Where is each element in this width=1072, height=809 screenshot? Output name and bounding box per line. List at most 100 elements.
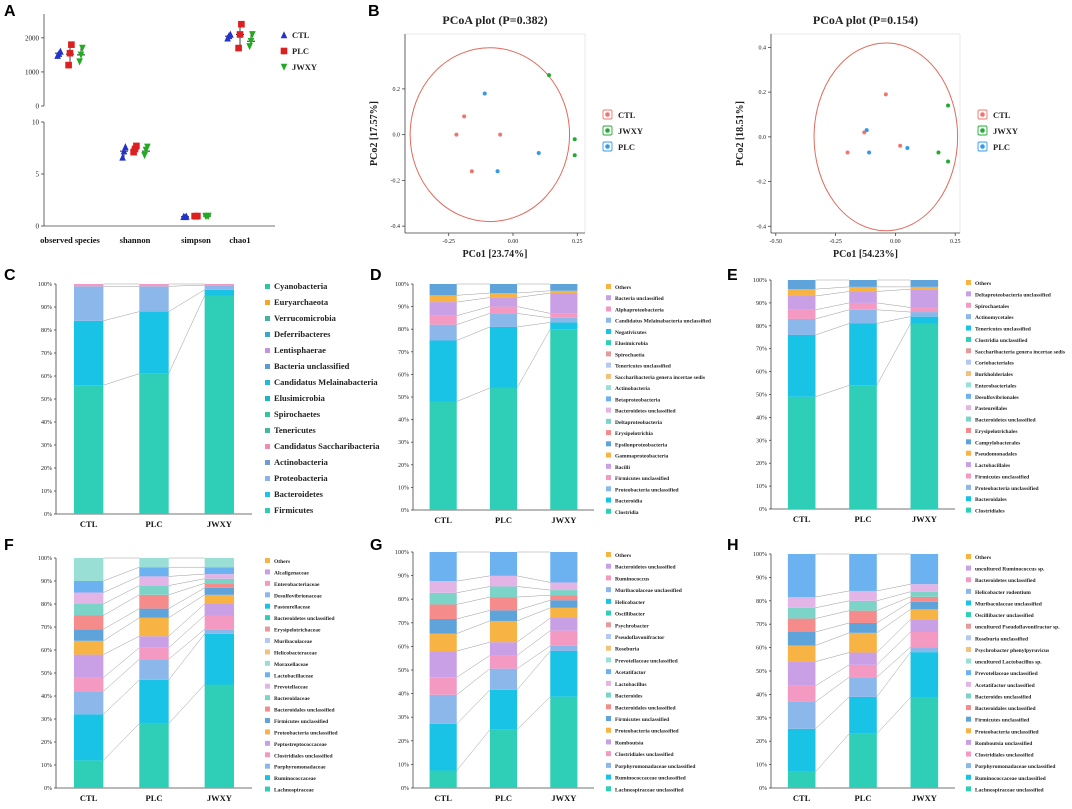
y-tick-label: 80% bbox=[756, 324, 767, 330]
legend-swatch bbox=[265, 603, 270, 609]
legend-label: Alphaproteobacteria bbox=[615, 307, 664, 313]
connector-line bbox=[456, 292, 490, 296]
y-tick-label: 0.4 bbox=[759, 45, 767, 51]
bar-segment bbox=[429, 619, 457, 634]
connector-line bbox=[815, 302, 850, 311]
legend-swatch bbox=[966, 728, 971, 734]
bar-segment bbox=[204, 567, 235, 575]
bar-segment bbox=[429, 295, 457, 303]
legend-swatch bbox=[966, 646, 971, 652]
legend-label: Bacteroidales unclassified bbox=[274, 708, 335, 714]
legend-swatch bbox=[966, 484, 971, 490]
legend-label: Clostridia unclassified bbox=[975, 338, 1027, 344]
legend-swatch bbox=[966, 359, 971, 365]
connector-line bbox=[516, 645, 551, 669]
legend-swatch bbox=[265, 558, 270, 563]
legend-key-box bbox=[977, 125, 988, 136]
bar-segment bbox=[204, 574, 235, 579]
bar-segment bbox=[550, 329, 578, 510]
bar-segment bbox=[139, 647, 169, 660]
bar-segment bbox=[429, 401, 457, 510]
bar-segment bbox=[550, 617, 578, 631]
legend-label: Candidatus Melainabacteria unclassified bbox=[615, 319, 711, 325]
connector-line bbox=[876, 619, 911, 653]
legend-label: Bacteria unclassified bbox=[615, 296, 664, 302]
legend-label: Helicobacter bbox=[615, 600, 645, 606]
legend-label: Clostridiales unclassified bbox=[975, 753, 1034, 759]
legend-swatch bbox=[265, 348, 270, 353]
legend-key-box bbox=[602, 109, 613, 120]
legend-key-dot bbox=[605, 112, 610, 117]
data-point bbox=[66, 49, 74, 57]
legend-swatch bbox=[966, 416, 971, 422]
y-tick-label: 40% bbox=[398, 418, 409, 424]
connector-line bbox=[103, 585, 140, 605]
legend-swatch bbox=[265, 626, 270, 632]
bar-segment bbox=[849, 385, 877, 509]
connector-line bbox=[876, 302, 911, 308]
bar-segment bbox=[849, 600, 877, 611]
legend-label: Bacteroidetes unclassified bbox=[975, 578, 1036, 584]
bar-segment bbox=[73, 677, 104, 692]
legend-label: Coriobacteriales bbox=[975, 361, 1014, 367]
legend-swatch bbox=[966, 600, 971, 606]
data-point bbox=[119, 153, 126, 161]
bar-segment bbox=[489, 306, 518, 314]
connector-line bbox=[876, 601, 911, 624]
sample-point bbox=[905, 146, 910, 151]
legend-swatch bbox=[265, 695, 270, 701]
y-tick-label: 0% bbox=[401, 508, 409, 514]
bar-segment bbox=[429, 315, 457, 325]
bar-segment bbox=[139, 286, 169, 312]
legend-swatch bbox=[966, 786, 971, 792]
legend-swatch bbox=[966, 280, 971, 285]
legend-label: Bacteria unclassified bbox=[274, 361, 350, 371]
legend-swatch bbox=[606, 657, 611, 663]
legend-swatch bbox=[966, 462, 971, 468]
bar-segment bbox=[139, 608, 169, 618]
bar-segment bbox=[489, 610, 518, 621]
legend-label: Oscillibacter bbox=[615, 612, 645, 618]
connector-line bbox=[517, 599, 551, 611]
legend-swatch bbox=[606, 598, 611, 604]
legend-swatch bbox=[606, 751, 611, 757]
bar-segment bbox=[489, 326, 518, 388]
x-category-label: JWXY bbox=[912, 514, 937, 524]
bar-segment bbox=[787, 309, 816, 319]
legend-swatch bbox=[606, 692, 611, 698]
bar-segment bbox=[204, 629, 235, 634]
bar-segment bbox=[910, 596, 939, 602]
legend-label: Bacilli bbox=[615, 465, 630, 471]
bar-segment bbox=[73, 385, 104, 514]
bar-segment bbox=[849, 590, 877, 601]
x-category-label: shannon bbox=[120, 235, 151, 245]
bar-segment bbox=[910, 609, 939, 620]
bar-segment bbox=[787, 597, 816, 608]
legend-label: Others bbox=[274, 559, 290, 565]
bar-segment bbox=[489, 689, 518, 730]
data-point bbox=[68, 41, 75, 48]
legend-key-box bbox=[602, 125, 613, 136]
legend-swatch bbox=[606, 563, 611, 569]
legend-swatch bbox=[606, 552, 611, 557]
bar-segment bbox=[849, 632, 877, 653]
bar-segment bbox=[204, 578, 235, 584]
stacked-bar-genus: 0% 10% 20% 30% 40% 50% 60% 70% 80% 90% 100% CTL PLC J… bbox=[395, 550, 695, 803]
bar-segment bbox=[787, 318, 816, 335]
connector-line bbox=[103, 659, 140, 692]
bar-segment bbox=[910, 601, 939, 610]
bar-segment bbox=[73, 286, 104, 321]
bar-segment bbox=[139, 679, 169, 724]
data-point bbox=[79, 44, 86, 52]
connector-line bbox=[168, 295, 205, 374]
connector-line bbox=[456, 306, 490, 316]
legend-swatch bbox=[606, 508, 611, 514]
sample-point bbox=[454, 132, 459, 137]
bar-segment bbox=[73, 640, 104, 655]
data-point bbox=[57, 47, 64, 55]
connector-line bbox=[876, 583, 911, 592]
bar-segment bbox=[550, 313, 578, 318]
legend-swatch bbox=[606, 680, 611, 686]
connector-line bbox=[815, 385, 850, 398]
